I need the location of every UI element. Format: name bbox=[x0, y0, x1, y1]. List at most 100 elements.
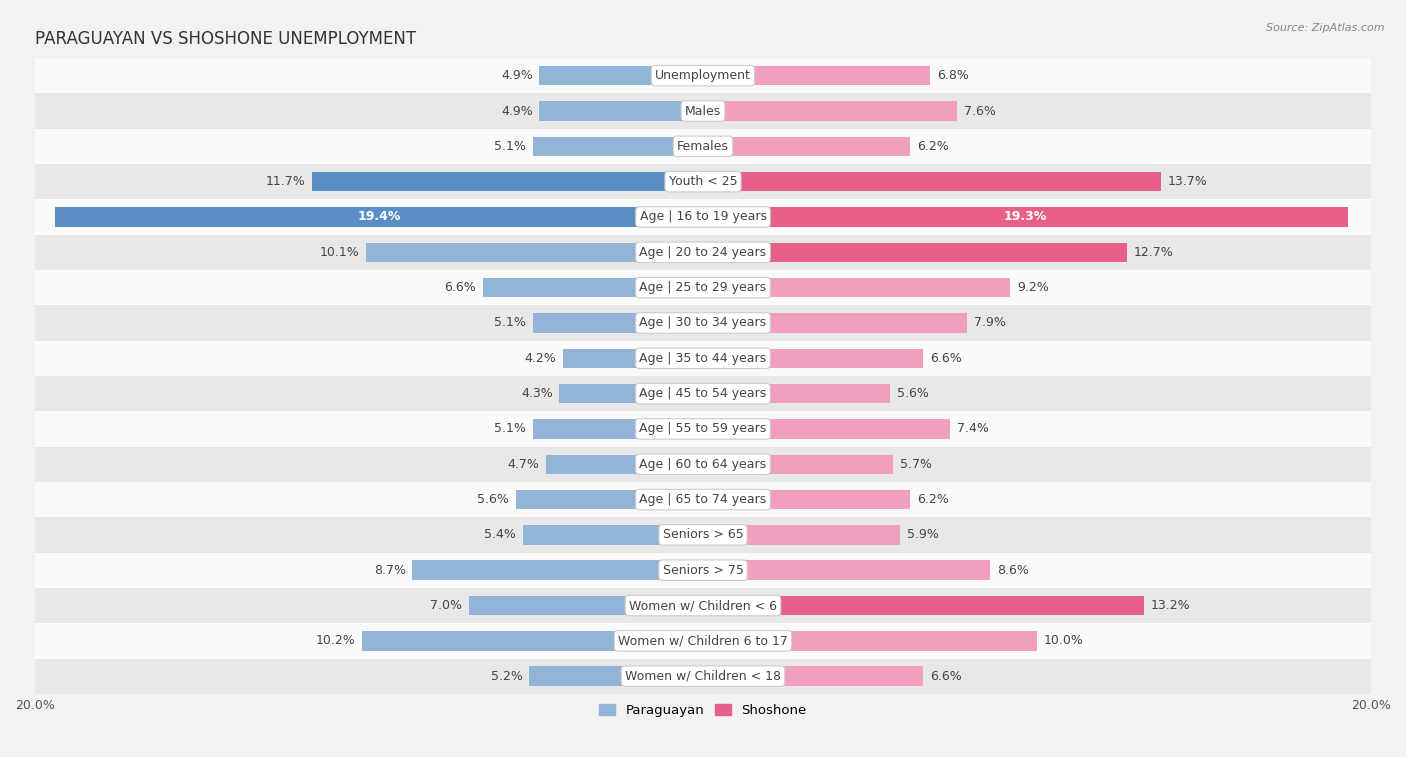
Text: Age | 60 to 64 years: Age | 60 to 64 years bbox=[640, 458, 766, 471]
Bar bbox=[703, 525, 900, 544]
Bar bbox=[35, 235, 1371, 270]
Bar bbox=[35, 482, 1371, 517]
Bar bbox=[412, 560, 703, 580]
Text: 5.6%: 5.6% bbox=[897, 387, 928, 400]
Text: 7.6%: 7.6% bbox=[963, 104, 995, 117]
Bar bbox=[35, 270, 1371, 305]
Text: 13.7%: 13.7% bbox=[1167, 175, 1208, 188]
Bar bbox=[35, 341, 1371, 376]
Bar bbox=[366, 242, 703, 262]
Text: 10.1%: 10.1% bbox=[319, 246, 359, 259]
Bar bbox=[703, 419, 950, 438]
Bar bbox=[533, 419, 703, 438]
Text: Age | 16 to 19 years: Age | 16 to 19 years bbox=[640, 210, 766, 223]
Bar bbox=[35, 447, 1371, 482]
Bar bbox=[35, 659, 1371, 694]
Bar bbox=[516, 490, 703, 509]
Text: 5.7%: 5.7% bbox=[900, 458, 932, 471]
Bar bbox=[35, 623, 1371, 659]
Text: Seniors > 75: Seniors > 75 bbox=[662, 564, 744, 577]
Text: 6.2%: 6.2% bbox=[917, 140, 949, 153]
Text: 9.2%: 9.2% bbox=[1017, 281, 1049, 294]
Text: 4.9%: 4.9% bbox=[501, 104, 533, 117]
Bar bbox=[533, 313, 703, 332]
Text: Age | 20 to 24 years: Age | 20 to 24 years bbox=[640, 246, 766, 259]
Text: 7.4%: 7.4% bbox=[957, 422, 988, 435]
Text: 6.6%: 6.6% bbox=[931, 352, 962, 365]
Bar bbox=[703, 348, 924, 368]
Bar bbox=[703, 454, 893, 474]
Bar bbox=[35, 199, 1371, 235]
Text: Females: Females bbox=[678, 140, 728, 153]
Bar bbox=[546, 454, 703, 474]
Text: 5.4%: 5.4% bbox=[484, 528, 516, 541]
Bar bbox=[523, 525, 703, 544]
Bar bbox=[363, 631, 703, 650]
Text: 5.1%: 5.1% bbox=[494, 140, 526, 153]
Bar bbox=[533, 136, 703, 156]
Bar bbox=[703, 490, 910, 509]
Bar bbox=[562, 348, 703, 368]
Bar bbox=[703, 66, 931, 86]
Bar bbox=[703, 242, 1128, 262]
Text: 4.7%: 4.7% bbox=[508, 458, 540, 471]
Bar bbox=[55, 207, 703, 226]
Bar bbox=[35, 411, 1371, 447]
Bar bbox=[35, 129, 1371, 164]
Text: Age | 35 to 44 years: Age | 35 to 44 years bbox=[640, 352, 766, 365]
Text: Unemployment: Unemployment bbox=[655, 69, 751, 83]
Text: Males: Males bbox=[685, 104, 721, 117]
Text: 12.7%: 12.7% bbox=[1133, 246, 1174, 259]
Bar bbox=[703, 278, 1011, 298]
Text: 8.6%: 8.6% bbox=[997, 564, 1029, 577]
Bar bbox=[35, 376, 1371, 411]
Text: Women w/ Children 6 to 17: Women w/ Children 6 to 17 bbox=[619, 634, 787, 647]
Text: Age | 55 to 59 years: Age | 55 to 59 years bbox=[640, 422, 766, 435]
Bar bbox=[703, 631, 1038, 650]
Text: 5.9%: 5.9% bbox=[907, 528, 939, 541]
Text: Age | 65 to 74 years: Age | 65 to 74 years bbox=[640, 493, 766, 506]
Legend: Paraguayan, Shoshone: Paraguayan, Shoshone bbox=[595, 699, 811, 722]
Text: Age | 30 to 34 years: Age | 30 to 34 years bbox=[640, 316, 766, 329]
Bar bbox=[703, 596, 1144, 615]
Bar bbox=[35, 93, 1371, 129]
Bar bbox=[560, 384, 703, 403]
Bar bbox=[540, 66, 703, 86]
Bar bbox=[35, 58, 1371, 93]
Text: 6.6%: 6.6% bbox=[444, 281, 475, 294]
Text: 10.0%: 10.0% bbox=[1043, 634, 1084, 647]
Text: 6.8%: 6.8% bbox=[936, 69, 969, 83]
Text: 7.9%: 7.9% bbox=[973, 316, 1005, 329]
Text: Youth < 25: Youth < 25 bbox=[669, 175, 737, 188]
Text: 19.4%: 19.4% bbox=[357, 210, 401, 223]
Bar bbox=[470, 596, 703, 615]
Bar bbox=[35, 305, 1371, 341]
Text: 19.3%: 19.3% bbox=[1004, 210, 1047, 223]
Text: 5.2%: 5.2% bbox=[491, 670, 523, 683]
Text: 4.2%: 4.2% bbox=[524, 352, 555, 365]
Text: Age | 25 to 29 years: Age | 25 to 29 years bbox=[640, 281, 766, 294]
Text: 5.1%: 5.1% bbox=[494, 422, 526, 435]
Bar bbox=[35, 553, 1371, 588]
Bar bbox=[35, 588, 1371, 623]
Bar bbox=[312, 172, 703, 192]
Bar bbox=[35, 164, 1371, 199]
Text: 8.7%: 8.7% bbox=[374, 564, 406, 577]
Text: 6.6%: 6.6% bbox=[931, 670, 962, 683]
Text: Women w/ Children < 6: Women w/ Children < 6 bbox=[628, 599, 778, 612]
Bar bbox=[703, 172, 1160, 192]
Text: Women w/ Children < 18: Women w/ Children < 18 bbox=[626, 670, 780, 683]
Text: Source: ZipAtlas.com: Source: ZipAtlas.com bbox=[1267, 23, 1385, 33]
Text: 5.1%: 5.1% bbox=[494, 316, 526, 329]
Text: 4.3%: 4.3% bbox=[522, 387, 553, 400]
Bar bbox=[703, 666, 924, 686]
Bar bbox=[703, 207, 1348, 226]
Text: 13.2%: 13.2% bbox=[1150, 599, 1191, 612]
Bar bbox=[703, 136, 910, 156]
Text: 11.7%: 11.7% bbox=[266, 175, 305, 188]
Text: 10.2%: 10.2% bbox=[316, 634, 356, 647]
Text: PARAGUAYAN VS SHOSHONE UNEMPLOYMENT: PARAGUAYAN VS SHOSHONE UNEMPLOYMENT bbox=[35, 30, 416, 48]
Bar bbox=[540, 101, 703, 120]
Text: 5.6%: 5.6% bbox=[478, 493, 509, 506]
Bar bbox=[703, 101, 957, 120]
